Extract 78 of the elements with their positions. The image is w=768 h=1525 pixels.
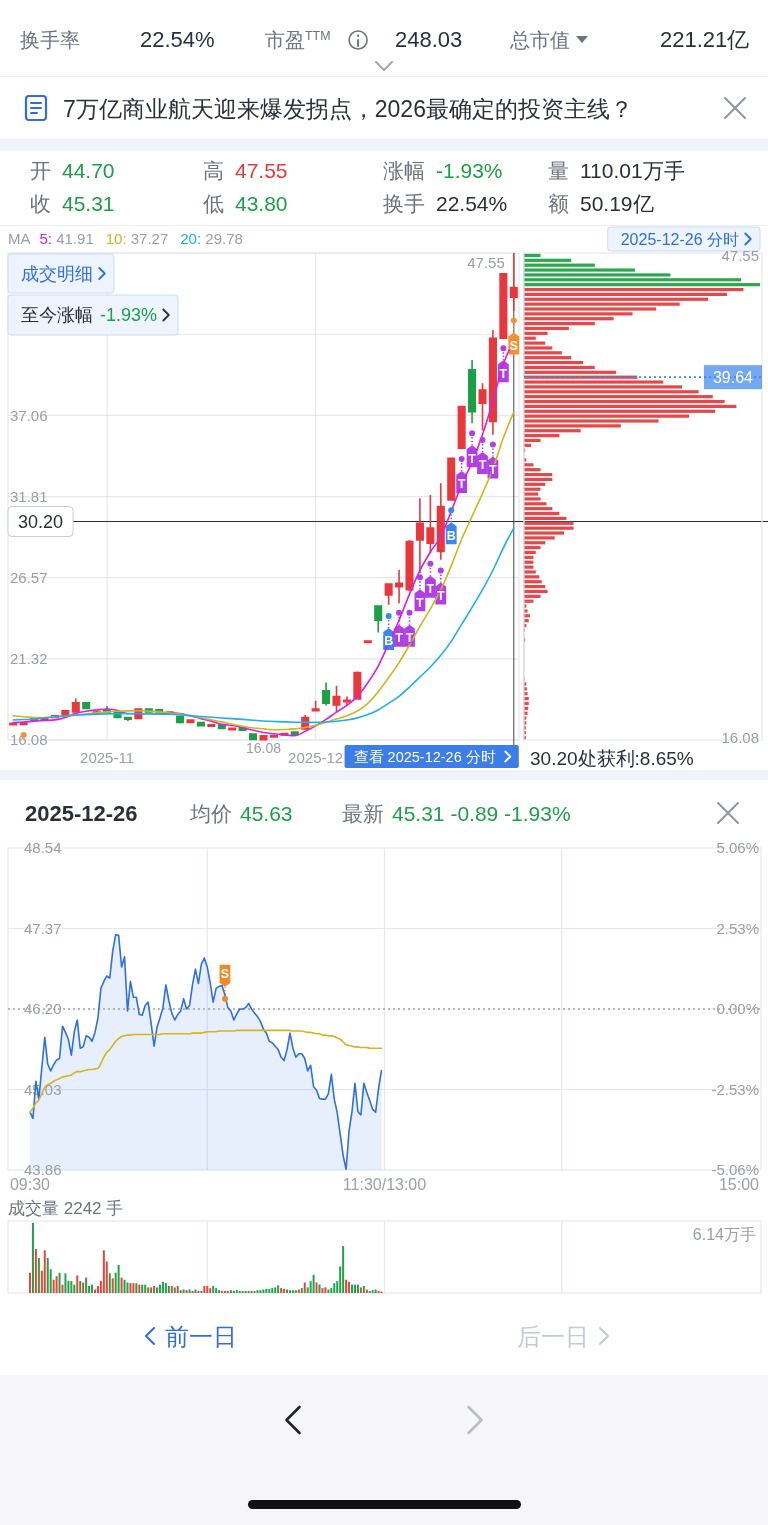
data-label: S <box>220 967 230 982</box>
text: 22.54% <box>436 192 508 215</box>
category-label: 收 <box>30 192 51 215</box>
annotation: 成交明细 <box>21 263 93 284</box>
y2-tick-label: -2.53% <box>711 1080 759 1098</box>
category-label: 开 <box>30 159 51 182</box>
text: 248.03 <box>395 27 463 52</box>
category-label: 额 <box>548 192 569 215</box>
category-label: 低 <box>203 192 224 215</box>
x-tick-label: 15:00 <box>718 1176 760 1193</box>
category-label: 均价 <box>189 802 232 825</box>
annotation: 16.08 <box>245 740 282 756</box>
data-label: T <box>436 588 445 603</box>
text: 44.70 <box>62 159 115 182</box>
legend-title: MA <box>8 230 31 247</box>
x-tick-label: 2025-12 <box>288 749 344 766</box>
annotation: 6.14万手 <box>692 1226 756 1243</box>
data-label: T <box>395 631 404 646</box>
ref-line-label: 30.20 <box>18 511 64 532</box>
text: 43.80 <box>235 192 288 215</box>
category-label: 换手 <box>383 192 425 215</box>
text: 45.31 -0.89 -1.93% <box>392 802 571 825</box>
text: 110.01万手 <box>580 159 685 182</box>
x-tick-label: 09:30 <box>9 1176 51 1193</box>
data-label: T <box>416 595 425 610</box>
text: 后一日 <box>517 1323 589 1350</box>
data-label: T <box>405 631 414 646</box>
text: 45.31 <box>62 192 115 215</box>
data-label: T <box>468 451 477 466</box>
text: 前一日 <box>165 1323 237 1350</box>
y-tick-label: 16.08 <box>721 728 759 746</box>
y2-tick-label: 5.06% <box>716 839 759 857</box>
category-label: 高 <box>203 159 224 182</box>
text: -1.93% <box>436 159 503 182</box>
y2-tick-label: 2.53% <box>716 919 759 937</box>
y-tick-label: 46.20 <box>24 1000 62 1018</box>
y-tick-label: 43.86 <box>24 1161 62 1179</box>
chart-title: 成交量 2242 手 <box>8 1199 124 1218</box>
text: 50.19亿 <box>580 192 654 215</box>
y-tick-label: 21.32 <box>10 650 48 668</box>
annotation: 47.55 <box>467 254 505 271</box>
y-tick-label: 31.81 <box>10 487 48 505</box>
text: 45.63 <box>240 802 293 825</box>
data-label: T <box>426 582 435 597</box>
data-label: T <box>478 458 487 473</box>
data-label: T <box>499 366 508 381</box>
category-label: 量 <box>548 159 569 182</box>
y-tick-label: 48.54 <box>24 839 62 857</box>
y2-tick-label: -5.06% <box>711 1161 759 1179</box>
text: 47.55 <box>235 159 288 182</box>
annotation: 至今涨幅 <box>21 305 93 326</box>
y-tick-label: 39.64 <box>712 368 754 386</box>
text: 2025-12-26 分时 <box>620 230 740 248</box>
category-label: 最新 <box>342 802 384 825</box>
category-label: 市盈$^{TTM}$ <box>265 29 331 51</box>
data-label: B <box>446 528 456 543</box>
text: 查看 2025-12-26 分时 <box>353 749 496 765</box>
annotation: -1.93% <box>100 305 158 326</box>
y-tick-label: 47.55 <box>721 246 759 264</box>
x-tick-label: 2025-11 <box>80 749 135 766</box>
text: 30.20处获利:8.65% <box>530 748 694 769</box>
y-tick-label: 16.08 <box>10 731 48 749</box>
text: 221.21亿 <box>660 27 750 52</box>
y-tick-label: 37.06 <box>10 406 48 424</box>
text: 2025-12-26 <box>25 801 138 826</box>
text: 7万亿商业航天迎来爆发拐点，2026最确定的投资主线？ <box>63 96 633 122</box>
category-label: 涨幅 <box>383 159 425 182</box>
x-tick-label: 11:30/13:00 <box>342 1176 427 1193</box>
y-tick-label: 47.37 <box>24 919 62 937</box>
category-label: 换手率 <box>20 29 80 51</box>
text: 10: 37.27 <box>105 230 169 247</box>
data-label: S <box>509 338 518 353</box>
text: 22.54% <box>140 27 215 52</box>
category-label: 总市值 <box>509 29 570 51</box>
y-tick-label: 26.57 <box>10 568 48 586</box>
text: 20: 29.78 <box>180 230 243 247</box>
y2-tick-label: 0.00% <box>716 1000 759 1018</box>
text: 5: 41.91 <box>39 230 94 247</box>
